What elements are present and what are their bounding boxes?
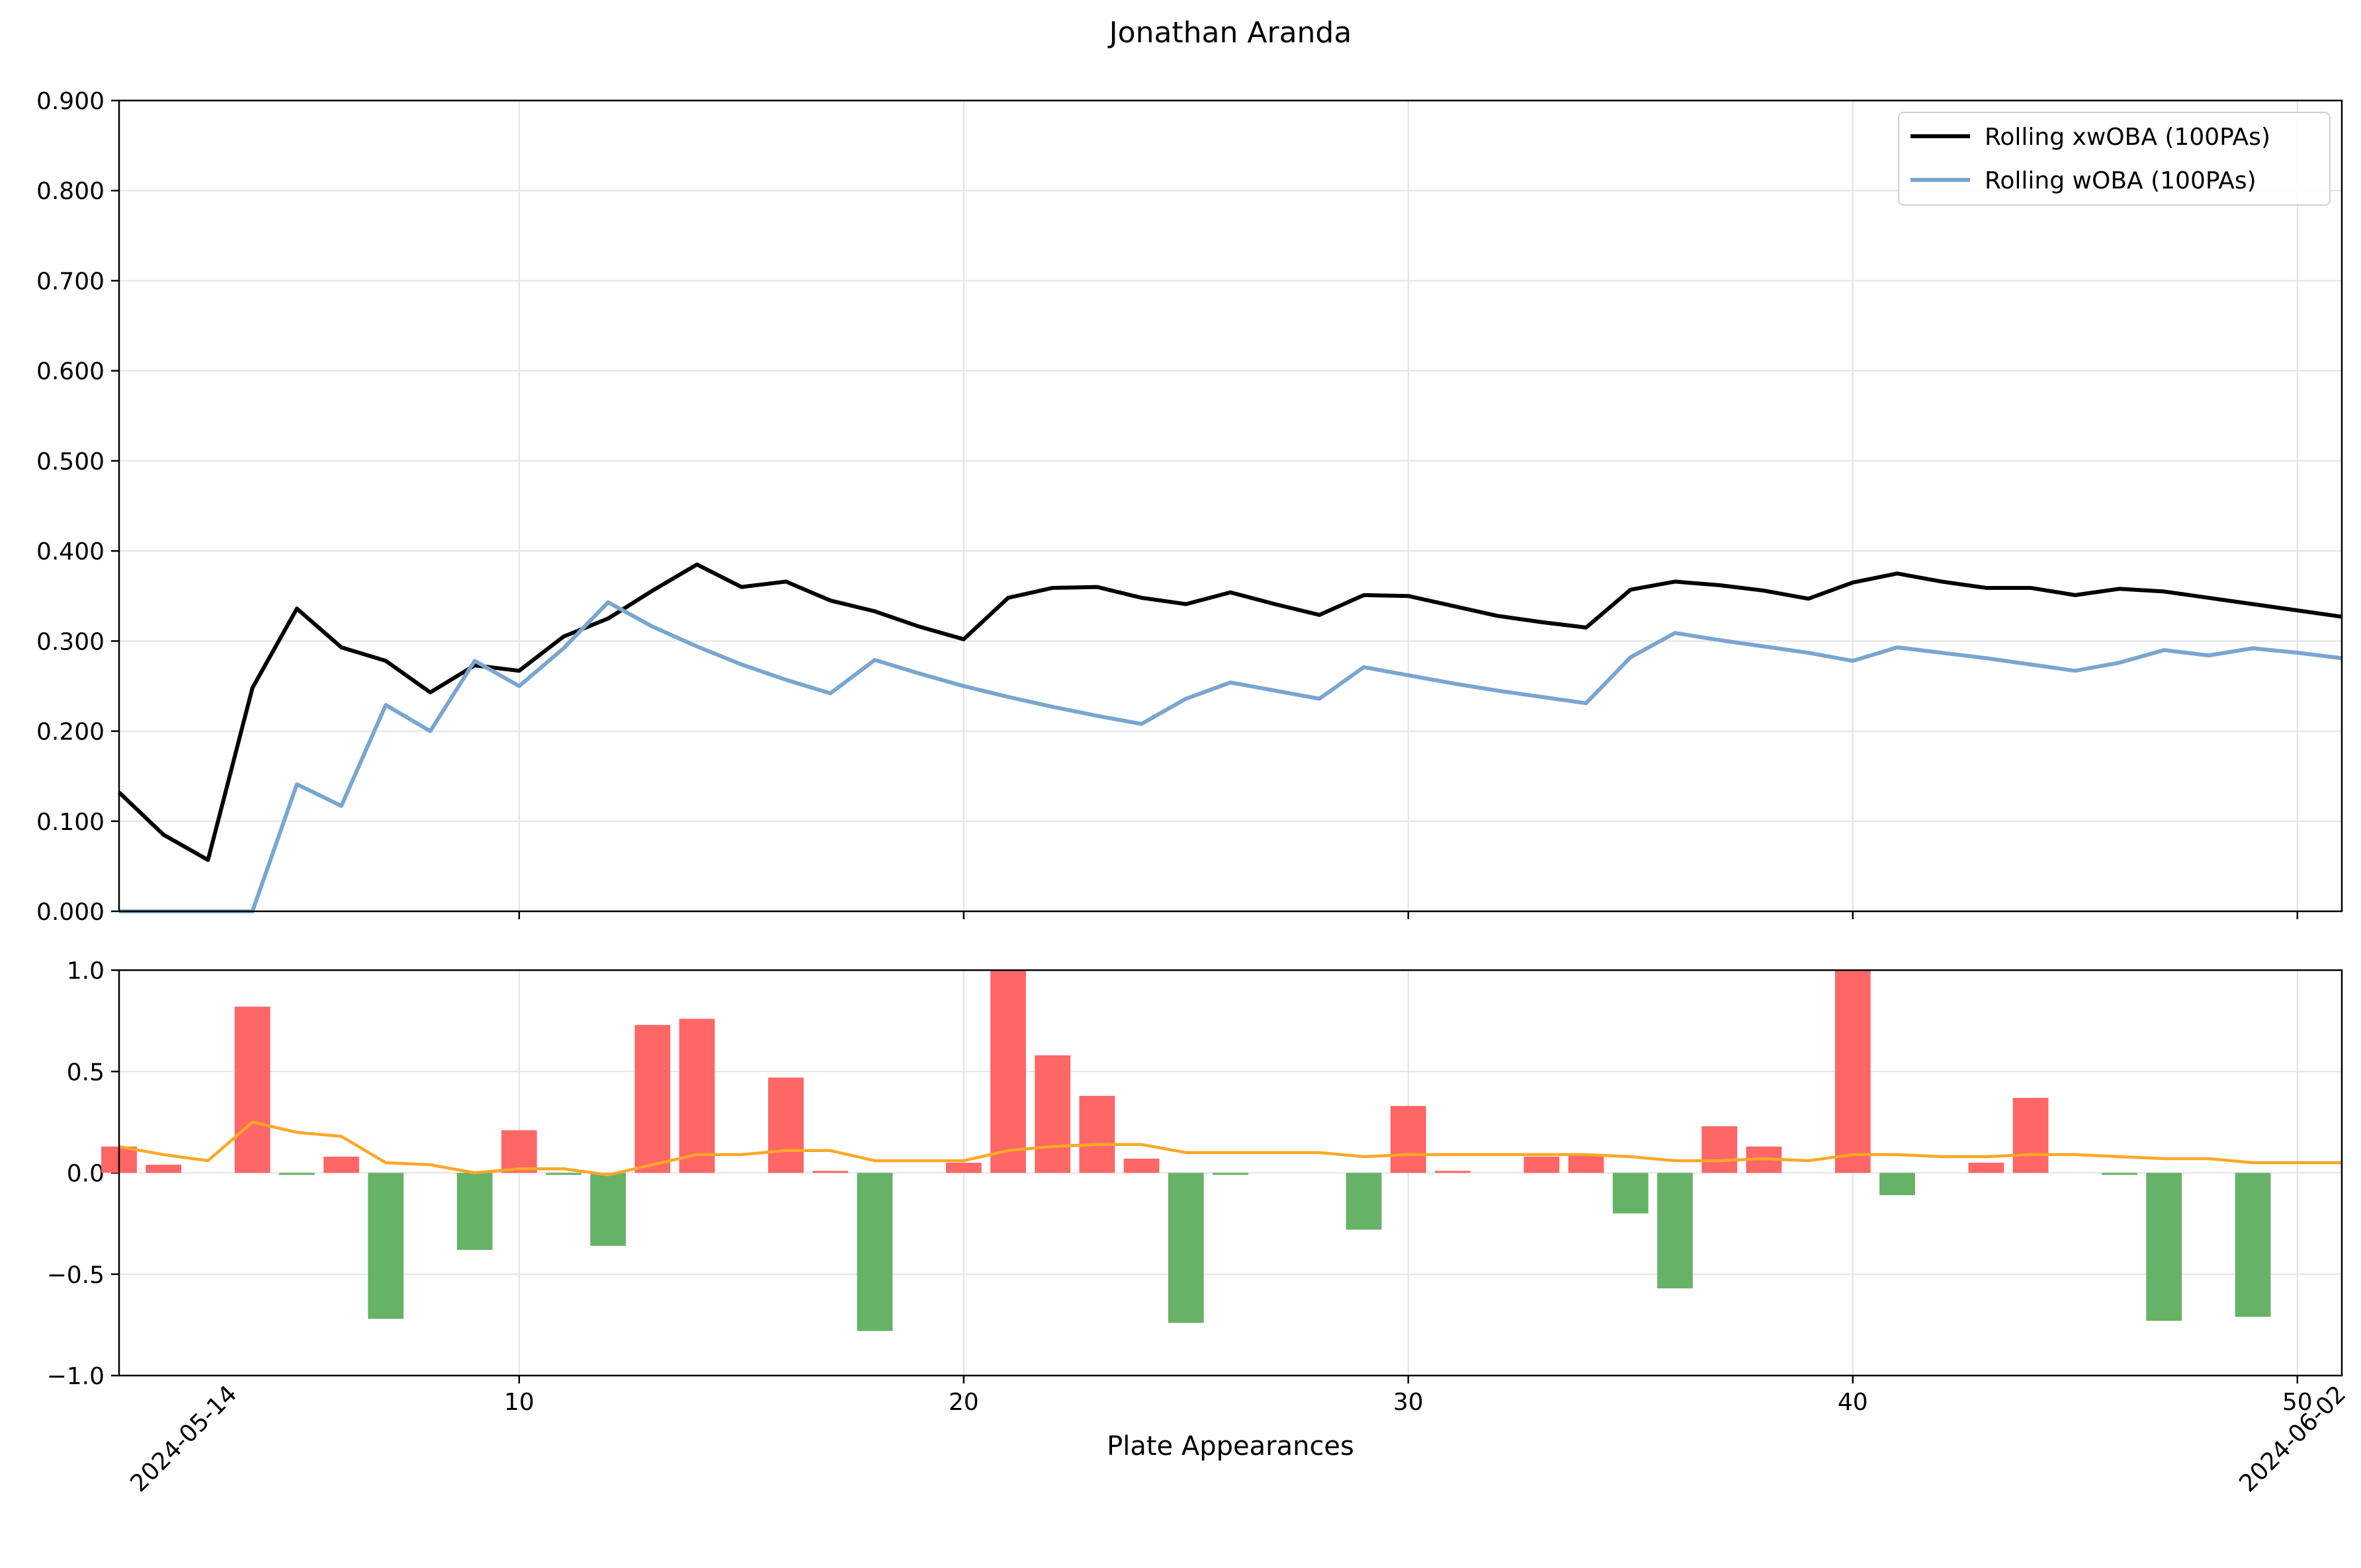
top-y-tick-label: 0.100 xyxy=(36,809,105,836)
diff-bar xyxy=(1524,1156,1560,1173)
diff-bar xyxy=(1568,1154,1604,1173)
diff-bar xyxy=(990,970,1026,1173)
diff-bar xyxy=(1123,1159,1160,1173)
top-y-tick-label: 0.000 xyxy=(36,899,105,926)
top-y-tick-label: 0.400 xyxy=(36,538,105,565)
diff-bar xyxy=(1079,1096,1115,1173)
bottom-x-tick-label: 20 xyxy=(949,1389,979,1416)
top-y-tick-label: 0.600 xyxy=(36,358,105,386)
top-y-tick-label: 0.700 xyxy=(36,268,105,295)
bottom-x-tick-label: 40 xyxy=(1838,1389,1868,1416)
diff-bar xyxy=(945,1163,982,1173)
diff-bar xyxy=(2146,1173,2182,1321)
bottom-x-tick-label: 30 xyxy=(1393,1389,1424,1416)
diff-bar xyxy=(1879,1173,1915,1196)
diff-bar xyxy=(456,1173,493,1250)
diff-bar xyxy=(146,1165,182,1173)
diff-bar xyxy=(234,1007,271,1173)
diff-bar xyxy=(857,1173,893,1331)
diff-bar xyxy=(679,1018,715,1173)
diff-bar xyxy=(1390,1106,1426,1173)
diff-bar xyxy=(1968,1163,2004,1173)
date-label: 2024-05-14 xyxy=(125,1380,242,1497)
chart-title: Jonathan Aranda xyxy=(1107,16,1352,50)
legend-label: Rolling wOBA (100PAs) xyxy=(1985,167,2256,194)
top-y-tick-label: 0.900 xyxy=(36,88,105,115)
top-panel-frame xyxy=(118,99,2343,913)
x-axis-title: Plate Appearances xyxy=(1107,1431,1354,1462)
diff-bar xyxy=(1657,1173,1693,1289)
diff-bar xyxy=(2235,1173,2271,1317)
bottom-y-tick-label: 0.0 xyxy=(67,1161,105,1188)
diff-bar xyxy=(2012,1098,2049,1173)
diff-bar xyxy=(1346,1173,1382,1230)
diff-bar xyxy=(1834,970,1871,1173)
top-y-tick-label: 0.800 xyxy=(36,178,105,205)
bottom-y-tick-label: 0.5 xyxy=(67,1059,105,1086)
bottom-y-tick-label: 1.0 xyxy=(67,958,105,985)
xwoba-series-line xyxy=(117,562,2342,862)
woba-series-line xyxy=(119,600,2342,913)
bottom-y-tick-label: −1.0 xyxy=(47,1363,105,1390)
top-y-tick-label: 0.200 xyxy=(36,719,105,746)
top-y-tick-label: 0.300 xyxy=(36,628,105,655)
bottom-panel-frame xyxy=(118,969,2343,1377)
diff-bar xyxy=(1435,1171,1471,1173)
legend-label: Rolling xwOBA (100PAs) xyxy=(1985,124,2270,151)
diff-bar xyxy=(323,1156,359,1173)
diff-bar xyxy=(1612,1173,1649,1214)
legend: Rolling xwOBA (100PAs) Rolling wOBA (100P… xyxy=(1898,112,2331,206)
top-y-tick-label: 0.500 xyxy=(36,448,105,475)
diff-bar xyxy=(590,1173,626,1246)
legend-box xyxy=(1898,112,2331,206)
rolling-diff-line xyxy=(118,1120,2342,1176)
diff-bar xyxy=(1701,1126,1738,1173)
bottom-x-tick-label: 10 xyxy=(504,1389,535,1416)
diff-bar xyxy=(546,1173,581,1175)
top-panel: 0.000 0.100 0.200 0.300 0.400 0.500 0.600 0.700… xyxy=(36,88,2343,926)
diff-bar xyxy=(1168,1173,1204,1323)
diff-bar xyxy=(812,1171,849,1173)
diff-bar xyxy=(634,1024,671,1173)
bottom-y-tick-label: −0.5 xyxy=(47,1262,105,1289)
bottom-x-tick-label: 50 xyxy=(2282,1389,2313,1416)
diff-bar xyxy=(768,1077,804,1173)
diff-bar xyxy=(279,1173,315,1175)
diff-bar xyxy=(501,1130,537,1173)
diff-bar xyxy=(2102,1173,2137,1175)
diff-bar xyxy=(1213,1173,1248,1175)
diff-bar xyxy=(1035,1055,1071,1173)
diff-bar xyxy=(368,1173,404,1319)
